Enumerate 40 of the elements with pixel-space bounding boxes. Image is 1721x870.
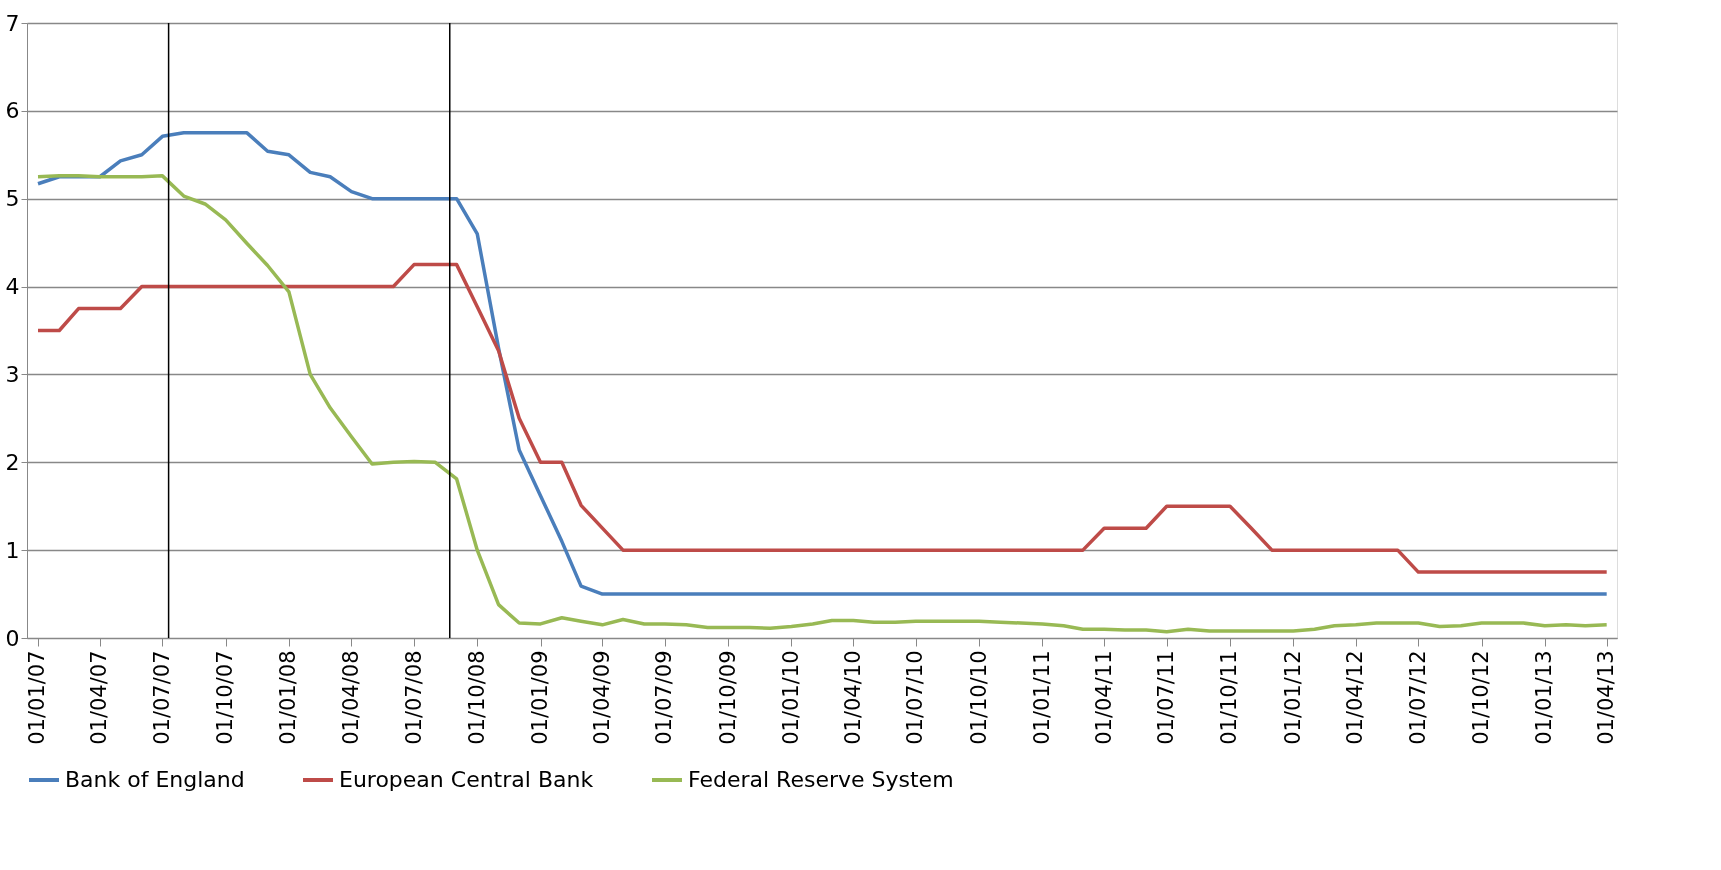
line-series <box>36 131 1609 596</box>
legend-label: European Central Bank <box>339 767 594 792</box>
x-tick-label: 01/01/10 <box>778 650 803 745</box>
y-tick-label: 2 <box>5 449 20 475</box>
y-tick-label: 6 <box>5 98 20 124</box>
legend-label: Federal Reserve System <box>688 767 954 792</box>
y-tick-label: 7 <box>5 10 20 36</box>
y-tick-label: 4 <box>5 274 20 300</box>
line-series <box>36 262 1609 574</box>
x-tick-label: 01/07/10 <box>903 650 928 745</box>
x-tick-label: 01/07/12 <box>1405 650 1430 745</box>
x-tick-label: 01/07/07 <box>149 650 174 745</box>
x-tick-label: 01/10/07 <box>213 650 238 745</box>
x-tick-label: 01/07/08 <box>401 650 426 745</box>
y-tick-label: 0 <box>5 625 20 651</box>
x-tick-label: 01/04/07 <box>87 650 112 745</box>
x-tick-label: 01/04/09 <box>589 650 614 745</box>
x-tick-label: 01/01/13 <box>1532 650 1557 745</box>
x-tick-label: 01/10/12 <box>1469 650 1494 745</box>
x-tick-label: 01/04/12 <box>1343 650 1368 745</box>
y-tick-label: 3 <box>5 361 20 387</box>
legend-label: Bank of England <box>65 767 245 792</box>
x-tick-label: 01/07/09 <box>652 650 677 745</box>
x-tick-label: 01/01/11 <box>1029 650 1054 745</box>
y-tick-label: 1 <box>5 537 20 563</box>
x-tick-label: 01/01/12 <box>1280 650 1305 745</box>
x-tick-label: 01/04/13 <box>1594 650 1619 745</box>
x-tick-label: 01/07/11 <box>1154 650 1179 745</box>
x-tick-label: 01/01/07 <box>25 650 50 745</box>
x-tick-label: 01/10/10 <box>966 650 991 745</box>
x-tick-label: 01/04/10 <box>840 650 865 745</box>
x-tick-label: 01/10/08 <box>464 650 489 745</box>
x-tick-label: 01/10/09 <box>715 650 740 745</box>
x-tick-label: 01/01/08 <box>276 650 301 745</box>
x-tick-label: 01/01/09 <box>528 650 552 745</box>
x-tick-label: 01/04/08 <box>338 650 363 745</box>
y-tick-label: 5 <box>5 186 20 212</box>
line-series <box>36 174 1609 634</box>
x-tick-label: 01/04/11 <box>1091 650 1116 745</box>
x-tick-label: 01/10/11 <box>1217 650 1242 745</box>
